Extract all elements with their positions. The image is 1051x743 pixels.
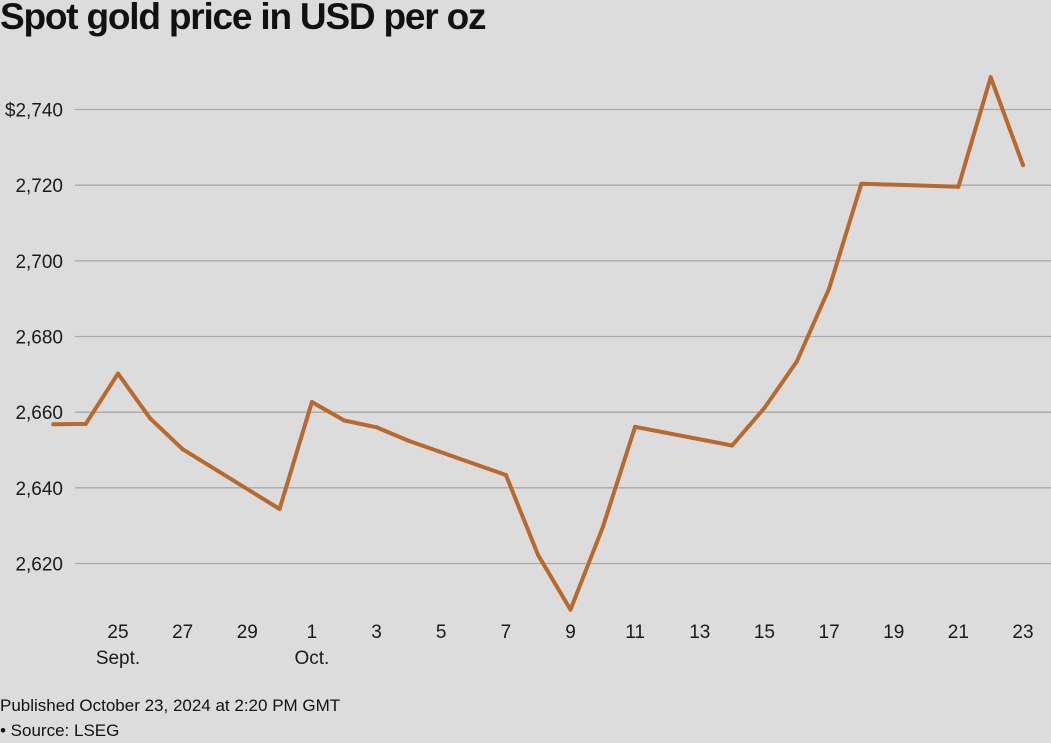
series-layer — [51, 75, 1025, 612]
data-point — [148, 416, 153, 421]
x-tick-label: 13 — [689, 622, 710, 643]
x-tick-label: 15 — [754, 622, 775, 643]
y-tick-label: $2,740 — [5, 101, 63, 122]
data-point — [51, 422, 56, 427]
y-tick-label: 2,660 — [15, 403, 63, 424]
x-tick-label: 3 — [371, 622, 382, 643]
x-tick-label: 29 — [237, 622, 258, 643]
data-point — [83, 421, 88, 426]
x-tick-label: 7 — [501, 622, 512, 643]
data-point — [633, 424, 638, 429]
data-point — [600, 525, 605, 530]
chart-title: Spot gold price in USD per oz — [0, 0, 486, 37]
y-tick-label: 2,720 — [15, 176, 63, 197]
y-axis-labels: 2,620 2,640 2,660 2,680 2,700 2,720 $2,740 — [5, 101, 63, 576]
x-tick-label: 1 — [307, 622, 318, 643]
data-point — [309, 400, 314, 404]
x-tick-label: 17 — [819, 622, 840, 643]
data-point — [988, 75, 993, 80]
x-tick-label: 21 — [948, 622, 969, 643]
gridlines — [75, 108, 1051, 565]
data-point — [794, 359, 799, 364]
data-point — [762, 406, 767, 410]
y-tick-label: 2,640 — [15, 479, 63, 500]
data-point — [374, 425, 379, 430]
x-month-label: Sept. — [96, 648, 140, 669]
x-tick-label: 27 — [172, 622, 193, 643]
data-point — [180, 447, 185, 452]
data-point — [827, 286, 832, 291]
data-point — [116, 371, 120, 376]
x-month-label: Oct. — [295, 648, 330, 669]
data-point — [568, 607, 573, 612]
data-point — [536, 553, 541, 558]
data-point — [406, 438, 411, 443]
x-tick-label: 9 — [565, 622, 576, 643]
data-point — [503, 473, 508, 477]
data-point — [730, 443, 735, 448]
source-note: • Source: LSEG — [0, 721, 120, 740]
x-axis-labels: 25 Sept. 27 29 1 Oct. 3 5 7 9 11 13 15 17 19 21 23 — [96, 622, 1034, 669]
x-tick-label: 11 — [625, 622, 645, 643]
data-point — [1021, 163, 1025, 168]
data-point — [859, 181, 864, 186]
x-tick-label: 25 — [107, 622, 128, 643]
x-tick-label: 19 — [883, 622, 904, 643]
series-line — [51, 75, 1025, 612]
chart-footer: Published October 23, 2024 at 2:20 PM GM… — [0, 693, 340, 743]
data-point — [342, 418, 347, 423]
x-tick-label: 23 — [1012, 622, 1033, 643]
y-tick-label: 2,620 — [15, 555, 63, 576]
data-point — [956, 184, 961, 189]
y-tick-label: 2,700 — [15, 252, 63, 273]
y-tick-label: 2,680 — [15, 328, 63, 349]
data-point — [277, 507, 282, 511]
x-tick-label: 5 — [436, 622, 447, 643]
published-note: Published October 23, 2024 at 2:20 PM GM… — [0, 696, 341, 715]
